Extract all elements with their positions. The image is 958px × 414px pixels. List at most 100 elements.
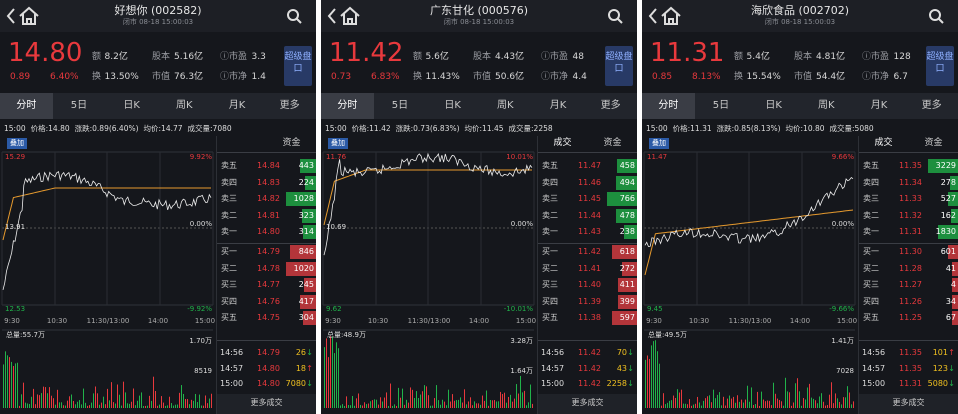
chart-high-pct: 10.01% bbox=[506, 153, 533, 161]
volume-bar bbox=[771, 405, 772, 408]
volume-bar bbox=[727, 398, 728, 408]
book-price: 14.77 bbox=[257, 280, 280, 290]
home-icon[interactable] bbox=[19, 6, 39, 25]
volume-bar bbox=[51, 395, 52, 408]
book-level: 卖四 bbox=[863, 177, 879, 187]
book-level: 卖一 bbox=[863, 227, 879, 237]
chart-tab[interactable]: 周K bbox=[497, 100, 514, 111]
volume-bar bbox=[462, 402, 463, 408]
volume-bar bbox=[496, 401, 497, 408]
volume-bar bbox=[85, 402, 86, 408]
home-icon[interactable] bbox=[340, 6, 360, 25]
super-order-button[interactable]: 超级盘口 bbox=[284, 46, 312, 86]
book-volume-bar bbox=[300, 294, 316, 309]
chart-high-price: 11.76 bbox=[326, 153, 347, 161]
chart-tab[interactable]: 周K bbox=[176, 100, 193, 111]
trade-time: 15:00 bbox=[862, 379, 886, 388]
book-volume: 846 bbox=[298, 247, 314, 256]
volume-bar bbox=[159, 404, 160, 408]
book-level: 卖三 bbox=[221, 194, 237, 204]
chart-tab[interactable]: 5日 bbox=[712, 100, 730, 111]
back-icon[interactable] bbox=[6, 8, 15, 24]
volume-bar bbox=[691, 405, 692, 408]
volume-bar bbox=[432, 405, 433, 408]
stock-panel: 广东甘化 (000576) 闭市 08-18 15:00:03 11.42 0.73 6… bbox=[321, 0, 637, 414]
book-level: 买二 bbox=[542, 263, 558, 273]
chart-tab[interactable]: 更多 bbox=[921, 100, 942, 111]
chart-tab[interactable]: 分时 bbox=[16, 100, 37, 111]
volume-bar bbox=[729, 395, 730, 408]
volume-bar bbox=[63, 405, 64, 408]
volume-bar bbox=[45, 387, 46, 408]
search-icon[interactable] bbox=[287, 9, 299, 21]
volume-bar bbox=[522, 392, 523, 408]
volume-bar bbox=[693, 404, 694, 408]
volume-bar bbox=[95, 386, 96, 408]
super-order-button[interactable]: 超级盘口 bbox=[605, 46, 633, 86]
quote-info: 成交量:5080 bbox=[829, 124, 874, 133]
chart-tab[interactable]: 月K bbox=[870, 100, 888, 111]
book-tab[interactable]: 成交 bbox=[553, 138, 572, 148]
volume-bar bbox=[111, 382, 112, 408]
volume-bar bbox=[402, 388, 403, 408]
home-icon[interactable] bbox=[661, 6, 681, 25]
volume-bar bbox=[685, 403, 686, 408]
search-icon[interactable] bbox=[608, 9, 620, 21]
trade-direction: ↓ bbox=[948, 363, 955, 373]
stat-value: 76.3亿 bbox=[174, 72, 204, 82]
chart-tab[interactable]: 5日 bbox=[70, 100, 88, 111]
chart-tab[interactable]: 分时 bbox=[337, 100, 358, 111]
trade-direction: ↑ bbox=[306, 363, 313, 373]
trade-direction: ↓ bbox=[306, 379, 313, 388]
back-icon[interactable] bbox=[327, 8, 336, 24]
more-trades-link[interactable]: 更多成交 bbox=[250, 398, 283, 407]
volume-bar bbox=[157, 405, 158, 408]
volume-bar bbox=[687, 404, 688, 408]
chart-tab[interactable]: 日K bbox=[123, 100, 140, 111]
more-trades-link[interactable]: 更多成交 bbox=[892, 398, 925, 407]
chart-tab[interactable]: 日K bbox=[444, 100, 461, 111]
book-volume-bar bbox=[302, 225, 316, 240]
book-tab[interactable]: 资金 bbox=[282, 138, 301, 148]
chart-tab[interactable]: 周K bbox=[818, 100, 835, 111]
book-tab[interactable]: 资金 bbox=[924, 138, 943, 148]
volume-bar bbox=[189, 404, 190, 408]
average-line bbox=[644, 209, 854, 276]
chart-mid-pct: 0.00% bbox=[510, 220, 533, 228]
back-icon[interactable] bbox=[648, 8, 657, 24]
volume-bar bbox=[360, 404, 361, 408]
book-tab[interactable]: 资金 bbox=[603, 138, 622, 148]
volume-bar bbox=[49, 387, 50, 408]
overlay-button[interactable]: 叠加 bbox=[7, 138, 27, 149]
volume-bar bbox=[203, 405, 204, 408]
book-tab[interactable]: 成交 bbox=[874, 138, 893, 148]
quote-info: 涨跌:0.85(8.13%) bbox=[716, 124, 781, 133]
volume-bar bbox=[655, 340, 656, 408]
time-label: 9:30 bbox=[646, 317, 662, 325]
trade-price: 11.35 bbox=[899, 363, 922, 373]
volume-bar bbox=[380, 397, 381, 408]
more-trades-link[interactable]: 更多成交 bbox=[571, 398, 604, 407]
chart-tab[interactable]: 月K bbox=[228, 100, 246, 111]
chart-tab[interactable]: 分时 bbox=[658, 100, 679, 111]
stat-label: 额 bbox=[92, 52, 102, 62]
more-trades-bg bbox=[859, 394, 958, 414]
book-volume-bar bbox=[618, 278, 637, 293]
chart-low-price: 12.53 bbox=[5, 305, 26, 313]
volume-bar bbox=[342, 404, 343, 408]
search-icon[interactable] bbox=[929, 9, 941, 21]
chart-tab[interactable]: 5日 bbox=[391, 100, 409, 111]
chart-tab[interactable]: 月K bbox=[549, 100, 567, 111]
overlay-button[interactable]: 叠加 bbox=[328, 138, 348, 149]
overlay-button[interactable]: 叠加 bbox=[649, 138, 669, 149]
book-level: 卖二 bbox=[221, 210, 237, 220]
chart-tab[interactable]: 更多 bbox=[279, 100, 300, 111]
book-level: 买一 bbox=[542, 247, 558, 256]
super-order-button[interactable]: 超级盘口 bbox=[926, 46, 954, 86]
chart-tab[interactable]: 日K bbox=[765, 100, 782, 111]
book-volume-bar bbox=[304, 278, 316, 293]
volume-bar bbox=[460, 397, 461, 408]
time-label: 15:00 bbox=[194, 317, 216, 325]
chart-tab[interactable]: 更多 bbox=[600, 100, 621, 111]
